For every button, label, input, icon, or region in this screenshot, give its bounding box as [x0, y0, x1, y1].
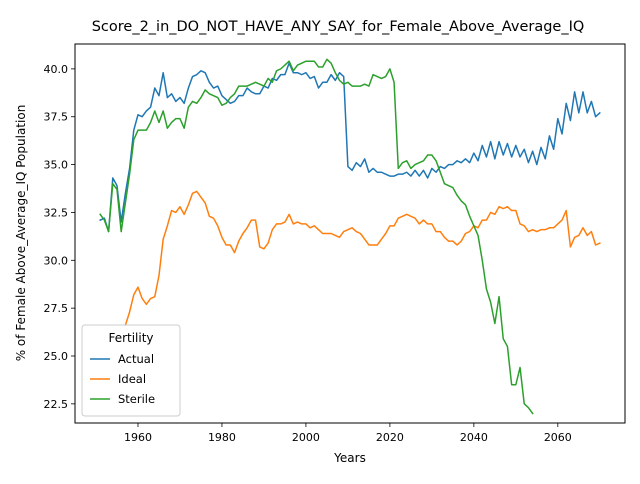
series-line-ideal [124, 190, 601, 327]
x-axis-label: Years [333, 451, 366, 465]
legend: Fertility Actual Ideal Sterile [81, 324, 181, 417]
y-tick-label: 25.0 [44, 350, 69, 363]
series-line-sterile [99, 58, 534, 415]
y-tick-label: 30.0 [44, 254, 69, 267]
y-tick-label: 40.0 [44, 63, 69, 76]
y-tick-label: 27.5 [44, 302, 69, 315]
legend-items: Actual Ideal Sterile [90, 352, 155, 406]
x-axis: 1960 1980 2000 2020 2040 2060 [124, 423, 572, 444]
legend-label-ideal: Ideal [118, 372, 146, 386]
x-tick-label: 2060 [544, 431, 572, 444]
x-tick-label: 2040 [460, 431, 488, 444]
x-tick-label: 1980 [208, 431, 236, 444]
series-line-actual [99, 62, 601, 233]
x-tick-label: 1960 [124, 431, 152, 444]
y-tick-label: 32.5 [44, 206, 69, 219]
legend-box [81, 324, 181, 417]
legend-label-sterile: Sterile [118, 392, 155, 406]
y-tick-label: 22.5 [44, 398, 69, 411]
x-tick-label: 2000 [292, 431, 320, 444]
plot-area [99, 58, 601, 415]
plot-frame [74, 43, 626, 424]
y-axis-label: % of Female Above_Average_IQ Population [14, 105, 28, 362]
chart-title: Score_2_in_DO_NOT_HAVE_ANY_SAY_for_Femal… [92, 19, 585, 35]
y-tick-label: 35.0 [44, 159, 69, 172]
legend-label-actual: Actual [118, 352, 154, 366]
y-axis: 22.5 25.0 27.5 30.0 32.5 35.0 37.5 40.0 [44, 63, 75, 411]
y-tick-label: 37.5 [44, 111, 69, 124]
x-tick-label: 2020 [376, 431, 404, 444]
legend-title: Fertility [108, 331, 153, 345]
